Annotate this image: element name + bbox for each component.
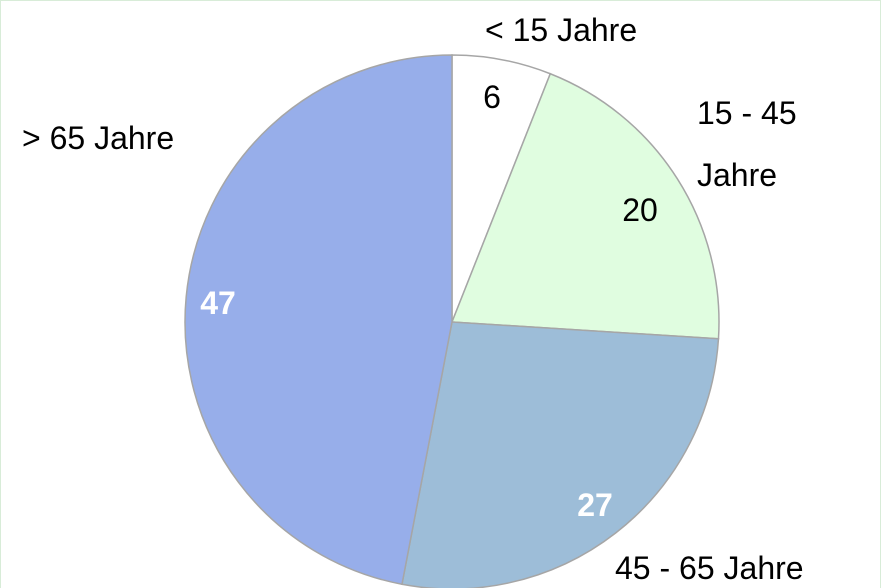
pie-slice <box>184 54 453 586</box>
category-label: > 65 Jahre <box>22 120 175 156</box>
pie-slice <box>401 321 720 588</box>
pie-slice <box>450 72 720 340</box>
data-label: 47 <box>200 285 236 321</box>
data-label: 6 <box>483 79 501 115</box>
data-label: 20 <box>622 192 658 228</box>
data-label: 27 <box>577 487 613 523</box>
category-label: 15 - 45 Jahre <box>697 95 797 193</box>
category-label: < 15 Jahre <box>485 12 638 48</box>
category-label: 45 - 65 Jahre <box>615 550 804 586</box>
